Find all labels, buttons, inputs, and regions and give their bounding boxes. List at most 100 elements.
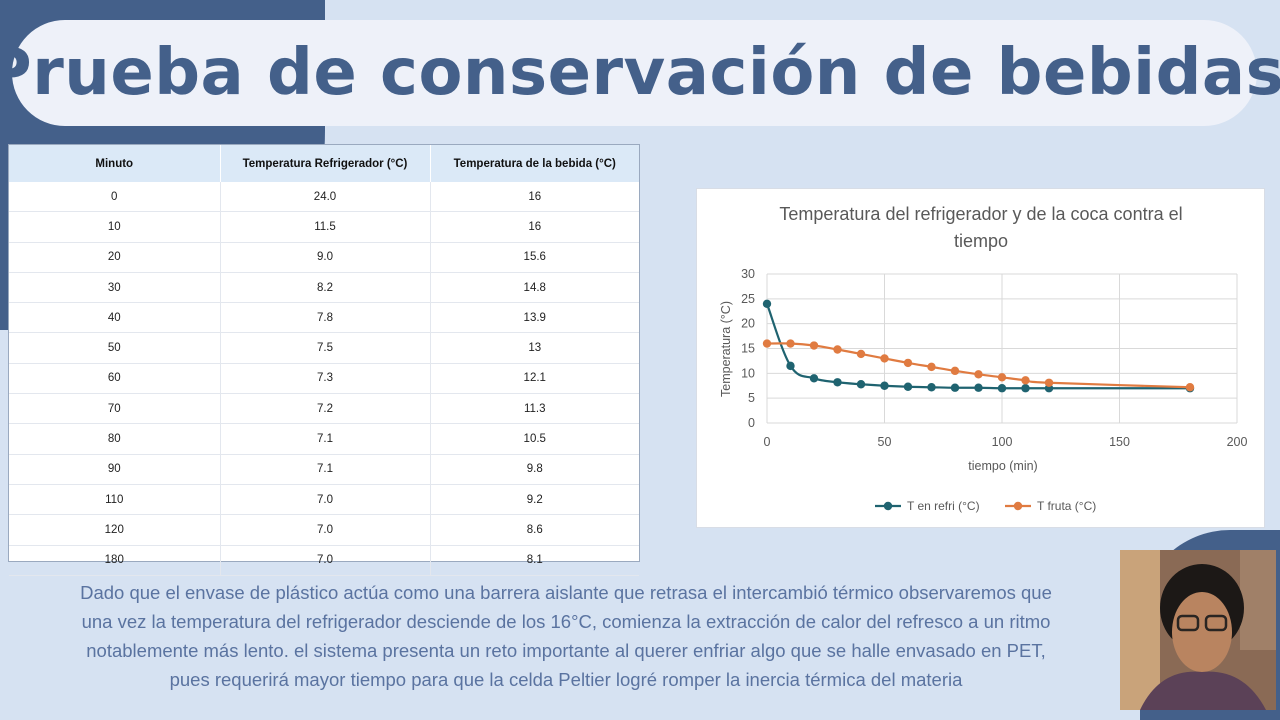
page-title: Prueba de conservación de bebidas [0, 36, 1280, 110]
cell-minute: 60 [9, 363, 221, 395]
cell-drink-temp: 16 [430, 211, 639, 243]
data-point [762, 339, 772, 348]
data-point [974, 370, 983, 379]
table-header-row: Minuto Temperatura Refrigerador (°C) Tem… [9, 145, 639, 182]
data-point [903, 382, 913, 391]
cell-minute: 10 [9, 211, 221, 243]
chart-title-line-1: Temperatura del refrigerador y de la coc… [779, 204, 1182, 224]
cell-drink-temp: 13 [430, 332, 639, 364]
data-point [809, 374, 819, 383]
header-fridge-temp: Temperatura Refrigerador (°C) [220, 145, 431, 182]
cell-minute: 110 [9, 484, 221, 516]
y-axis-label: Temperatura (°C) [719, 301, 733, 397]
presenter-video-icon [1120, 550, 1276, 710]
webcam-overlay [1120, 550, 1276, 710]
data-point [856, 380, 866, 389]
cell-drink-temp: 9.2 [430, 484, 639, 516]
data-point [786, 361, 795, 371]
cell-drink-temp: 16 [430, 182, 639, 213]
data-point [833, 345, 842, 354]
cell-fridge-temp: 7.1 [220, 454, 431, 485]
legend-swatch-marker [883, 501, 893, 511]
data-point [809, 341, 819, 350]
data-point [927, 362, 936, 372]
table-row: 10 11.5 16 [9, 211, 639, 243]
table-row: 70 7.2 11.3 [9, 393, 639, 425]
cell-drink-temp: 11.3 [430, 393, 639, 425]
cell-minute: 40 [9, 302, 221, 334]
data-point [950, 383, 960, 392]
table-row: 120 7.0 8.6 [9, 514, 639, 546]
legend-swatch-marker [1013, 501, 1023, 511]
data-point [1185, 383, 1195, 392]
legend-label: T en refri (°C) [907, 499, 980, 513]
table-row: 180 7.0 8.1 [9, 545, 639, 576]
data-point [880, 381, 889, 390]
y-tick-label: 5 [748, 391, 755, 405]
cell-fridge-temp: 7.2 [220, 393, 431, 425]
explanation-paragraph: Dado que el envase de plástico actúa com… [8, 578, 1124, 694]
cell-fridge-temp: 7.3 [220, 363, 431, 395]
data-point [950, 366, 960, 376]
x-tick-label: 50 [878, 435, 892, 449]
data-table: Minuto Temperatura Refrigerador (°C) Tem… [8, 144, 640, 576]
paragraph-line: Dado que el envase de plástico actúa com… [80, 582, 1052, 603]
header-drink-temp: Temperatura de la bebida (°C) [430, 145, 639, 182]
cell-fridge-temp: 7.0 [220, 545, 431, 576]
data-point [833, 378, 842, 387]
cell-fridge-temp: 7.8 [220, 302, 431, 334]
cell-minute: 70 [9, 393, 221, 425]
cell-fridge-temp: 7.5 [220, 332, 431, 364]
data-point [997, 373, 1007, 382]
data-point [1021, 384, 1030, 393]
table-row: 110 7.0 9.2 [9, 484, 639, 516]
data-point [1044, 378, 1054, 387]
table-row: 80 7.1 10.5 [9, 423, 639, 455]
table-row: 40 7.8 13.9 [9, 302, 639, 334]
data-point [974, 383, 983, 392]
legend-label: T fruta (°C) [1037, 499, 1096, 513]
table-row: 0 24.0 16 [9, 182, 639, 213]
cell-drink-temp: 9.8 [430, 454, 639, 485]
data-point [880, 354, 889, 363]
cell-minute: 30 [9, 272, 221, 304]
paragraph-line: una vez la temperatura del refrigerador … [81, 611, 1051, 632]
x-tick-label: 200 [1227, 435, 1248, 449]
paragraph-line: pues requerirá mayor tiempo para que la … [169, 669, 963, 690]
data-point [762, 299, 772, 308]
cell-fridge-temp: 9.0 [220, 242, 431, 273]
cell-fridge-temp: 24.0 [220, 182, 431, 213]
data-point [856, 349, 866, 359]
data-point [786, 339, 795, 348]
cell-minute: 120 [9, 514, 221, 546]
cell-drink-temp: 14.8 [430, 272, 639, 304]
y-tick-label: 25 [741, 292, 755, 306]
x-tick-label: 150 [1109, 435, 1130, 449]
chart-title-line-2: tiempo [954, 231, 1008, 251]
cell-fridge-temp: 7.0 [220, 514, 431, 546]
cell-fridge-temp: 7.0 [220, 484, 431, 516]
cell-drink-temp: 15.6 [430, 242, 639, 273]
header-minute: Minuto [9, 145, 221, 182]
cell-minute: 90 [9, 454, 221, 485]
cell-minute: 50 [9, 332, 221, 364]
table-row: 20 9.0 15.6 [9, 242, 639, 273]
y-tick-label: 30 [741, 267, 755, 281]
cell-drink-temp: 13.9 [430, 302, 639, 334]
data-point [997, 384, 1007, 393]
cell-minute: 0 [9, 182, 221, 213]
data-point [903, 358, 913, 368]
chart-svg: Temperatura del refrigerador y de la coc… [719, 204, 1248, 513]
data-point [1021, 376, 1030, 385]
cell-minute: 80 [9, 423, 221, 455]
table-row: 90 7.1 9.8 [9, 454, 639, 485]
y-tick-label: 20 [741, 317, 755, 331]
cell-drink-temp: 10.5 [430, 423, 639, 455]
x-tick-label: 0 [764, 435, 771, 449]
x-axis-label: tiempo (min) [968, 459, 1037, 473]
cell-drink-temp: 8.6 [430, 514, 639, 546]
table-row: 50 7.5 13 [9, 332, 639, 364]
data-point [927, 383, 936, 392]
cell-drink-temp: 8.1 [430, 545, 639, 576]
table-row: 30 8.2 14.8 [9, 272, 639, 304]
